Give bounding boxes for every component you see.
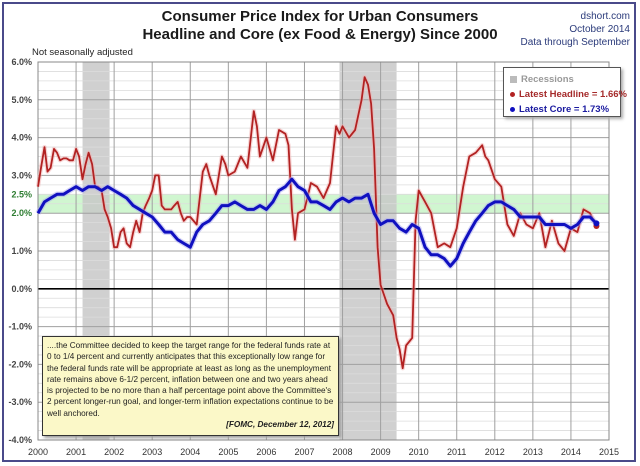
x-tick-label: 2001	[66, 447, 86, 457]
y-tick-label: 0.0%	[11, 284, 32, 294]
x-tick-label: 2010	[409, 447, 429, 457]
x-tick-label: 2015	[599, 447, 619, 457]
x-tick-label: 2003	[142, 447, 162, 457]
x-tick-label: 2006	[256, 447, 276, 457]
series-line-headline	[37, 76, 598, 370]
legend-label-headline: Latest Headline = 1.66%	[519, 89, 627, 100]
x-tick-label: 2013	[523, 447, 543, 457]
y-tick-label: -2.0%	[8, 359, 32, 369]
y-tick-label: -3.0%	[8, 397, 32, 407]
date-label: October 2014	[569, 24, 630, 35]
legend-item-core: Latest Core = 1.73%	[510, 102, 614, 117]
chart-title-line1: Consumer Price Index for Urban Consumers	[161, 8, 479, 25]
headline-dot-icon	[510, 91, 515, 97]
legend: Recessions Latest Headline = 1.66% Lates…	[503, 67, 627, 117]
y-tick-label: 3.0%	[11, 170, 32, 180]
y-tick-label: 1.0%	[11, 246, 32, 256]
chart-title: Consumer Price Index for Urban Consumers…	[120, 8, 520, 44]
core-dot-icon	[510, 106, 515, 112]
y-tick-label: 4.0%	[11, 133, 32, 143]
x-tick-label: 2012	[485, 447, 505, 457]
y-tick-label: -1.0%	[8, 322, 32, 332]
x-tick-label: 2002	[104, 447, 124, 457]
chart-title-line2: Headline and Core (ex Food & Energy) Sin…	[142, 26, 498, 43]
latest-point-core	[593, 220, 600, 227]
plot-border	[37, 61, 610, 441]
legend-label-recessions: Recessions	[521, 74, 574, 85]
source-label: dshort.com	[580, 11, 630, 22]
legend-item-recessions: Recessions	[510, 72, 614, 87]
y-tick-label: 5.0%	[11, 95, 32, 105]
chart-meta: dshort.com October 2014 Data through Sep…	[520, 10, 630, 49]
fomc-note-source: [FOMC, December 12, 2012]	[226, 420, 334, 430]
y-tick-label: 2.0%	[11, 208, 32, 218]
x-tick-label: 2005	[218, 447, 238, 457]
legend-item-headline: Latest Headline = 1.66%	[510, 87, 627, 102]
x-tick-label: 2007	[294, 447, 314, 457]
data-through-label: Data through September	[520, 37, 630, 48]
legend-label-core: Latest Core = 1.73%	[519, 104, 610, 115]
x-tick-label: 2008	[333, 447, 353, 457]
recession-swatch-icon	[510, 75, 517, 83]
x-tick-label: 2004	[180, 447, 200, 457]
fomc-note-text: ....the Committee decided to keep the ta…	[47, 341, 334, 418]
y-tick-label: 2.5%	[11, 189, 32, 199]
x-tick-label: 2009	[371, 447, 391, 457]
y-tick-label: -4.0%	[8, 435, 32, 445]
x-tick-label: 2000	[28, 447, 48, 457]
x-tick-label: 2014	[561, 447, 581, 457]
fomc-note: ....the Committee decided to keep the ta…	[42, 336, 339, 436]
x-tick-label: 2011	[447, 447, 466, 457]
chart-subtitle: Not seasonally adjusted	[32, 47, 133, 58]
y-tick-label: 6.0%	[11, 57, 32, 67]
series-line-core	[36, 177, 598, 268]
